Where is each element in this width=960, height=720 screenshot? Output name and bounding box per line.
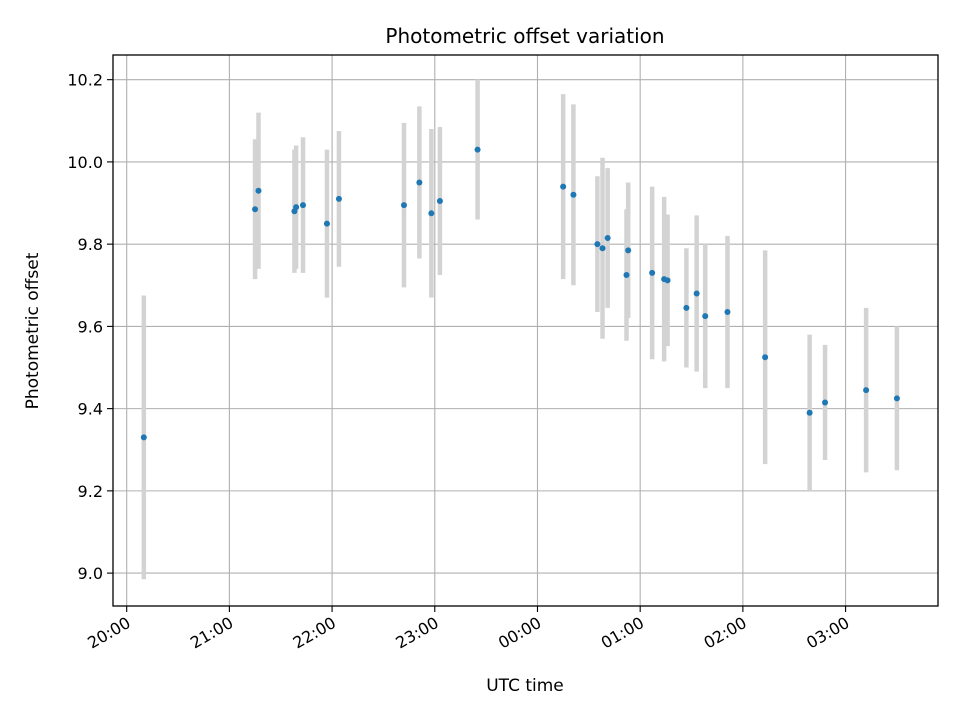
data-point bbox=[474, 146, 481, 153]
data-point bbox=[299, 202, 306, 209]
data-point bbox=[664, 277, 671, 284]
data-point bbox=[806, 409, 813, 416]
data-point bbox=[323, 220, 330, 227]
data-point bbox=[252, 206, 259, 213]
data-point bbox=[436, 197, 443, 204]
y-tick-label: 9.0 bbox=[78, 564, 103, 583]
y-tick-label: 9.6 bbox=[78, 317, 103, 336]
grid-layer bbox=[113, 55, 938, 606]
data-point bbox=[724, 308, 731, 315]
chart-title: Photometric offset variation bbox=[385, 24, 664, 48]
data-point bbox=[594, 241, 601, 248]
data-point bbox=[702, 313, 709, 320]
plot-frame bbox=[112, 54, 939, 607]
data-point bbox=[416, 179, 423, 186]
data-point bbox=[400, 202, 407, 209]
data-point bbox=[625, 247, 632, 254]
point-layer bbox=[140, 146, 900, 441]
x-axis-title: UTC time bbox=[486, 676, 564, 696]
data-point bbox=[649, 269, 656, 276]
y-tick-label: 10.2 bbox=[67, 71, 103, 90]
data-point bbox=[599, 245, 606, 252]
y-tick-label: 9.8 bbox=[78, 235, 103, 254]
data-point bbox=[623, 271, 630, 278]
y-axis-title: Photometric offset bbox=[23, 252, 43, 409]
data-point bbox=[428, 210, 435, 217]
data-point bbox=[693, 290, 700, 297]
data-point bbox=[604, 234, 611, 241]
data-point bbox=[762, 354, 769, 361]
y-tick-label: 9.4 bbox=[78, 400, 103, 419]
data-point bbox=[293, 204, 300, 211]
data-point bbox=[570, 191, 577, 198]
data-point bbox=[863, 387, 870, 394]
data-point bbox=[683, 304, 690, 311]
y-tick-label: 10.0 bbox=[67, 153, 103, 172]
data-point bbox=[335, 195, 342, 202]
data-point bbox=[140, 434, 147, 441]
y-tick-label: 9.2 bbox=[78, 482, 103, 501]
y-axis: 9.0 9.2 9.4 9.6 9.8 10.0 10.2 bbox=[67, 71, 113, 583]
data-point bbox=[255, 187, 262, 194]
data-point bbox=[893, 395, 900, 402]
data-point bbox=[822, 399, 829, 406]
data-point bbox=[560, 183, 567, 190]
